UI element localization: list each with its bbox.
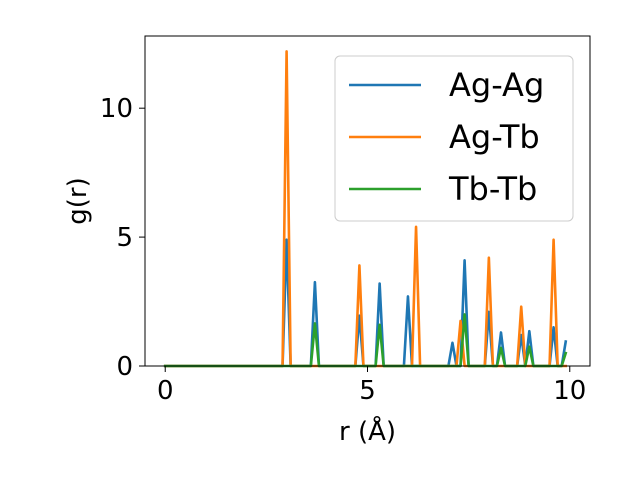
legend-label-tb-tb: Tb-Tb (448, 170, 537, 208)
legend-label-ag-ag: Ag-Ag (449, 66, 544, 104)
x-tick-label: 10 (553, 376, 586, 406)
x-axis-label: r (Å) (339, 415, 396, 447)
legend: Ag-Ag Ag-Tb Tb-Tb (334, 55, 574, 222)
y-tick-label: 10 (100, 94, 133, 124)
x-tick-label: 5 (359, 376, 376, 406)
y-tick-label: 5 (116, 223, 133, 253)
legend-label-ag-tb: Ag-Tb (449, 118, 540, 156)
y-tick-label: 0 (116, 352, 133, 382)
x-axis-ticks: 0 5 10 (157, 366, 586, 406)
x-tick-label: 0 (157, 376, 174, 406)
y-axis-label: g(r) (63, 177, 93, 224)
y-axis-ticks: 0 5 10 (100, 94, 145, 382)
legend-box (334, 55, 574, 222)
